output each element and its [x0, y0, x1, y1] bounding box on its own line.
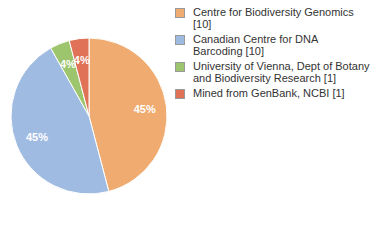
html-text:Centre for Biodiversity Genomi: Centre for Biodiversity Genomics [10] [193, 6, 354, 30]
html-text:Canadian Centre for DNA Barcod: Canadian Centre for DNA Barcoding [10] [193, 33, 318, 57]
html-text:University of Vienna, Dept of: University of Vienna, Dept of Botany and… [193, 60, 370, 84]
svg-text:4%: 4% [60, 57, 76, 70]
svg-text:4%: 4% [74, 54, 90, 66]
svg-text:45%: 45% [26, 131, 48, 143]
svg-text:45%: 45% [134, 103, 156, 115]
html-text:Mined from GenBank, NCBI [1]: Mined from GenBank, NCBI [1] [193, 87, 345, 99]
